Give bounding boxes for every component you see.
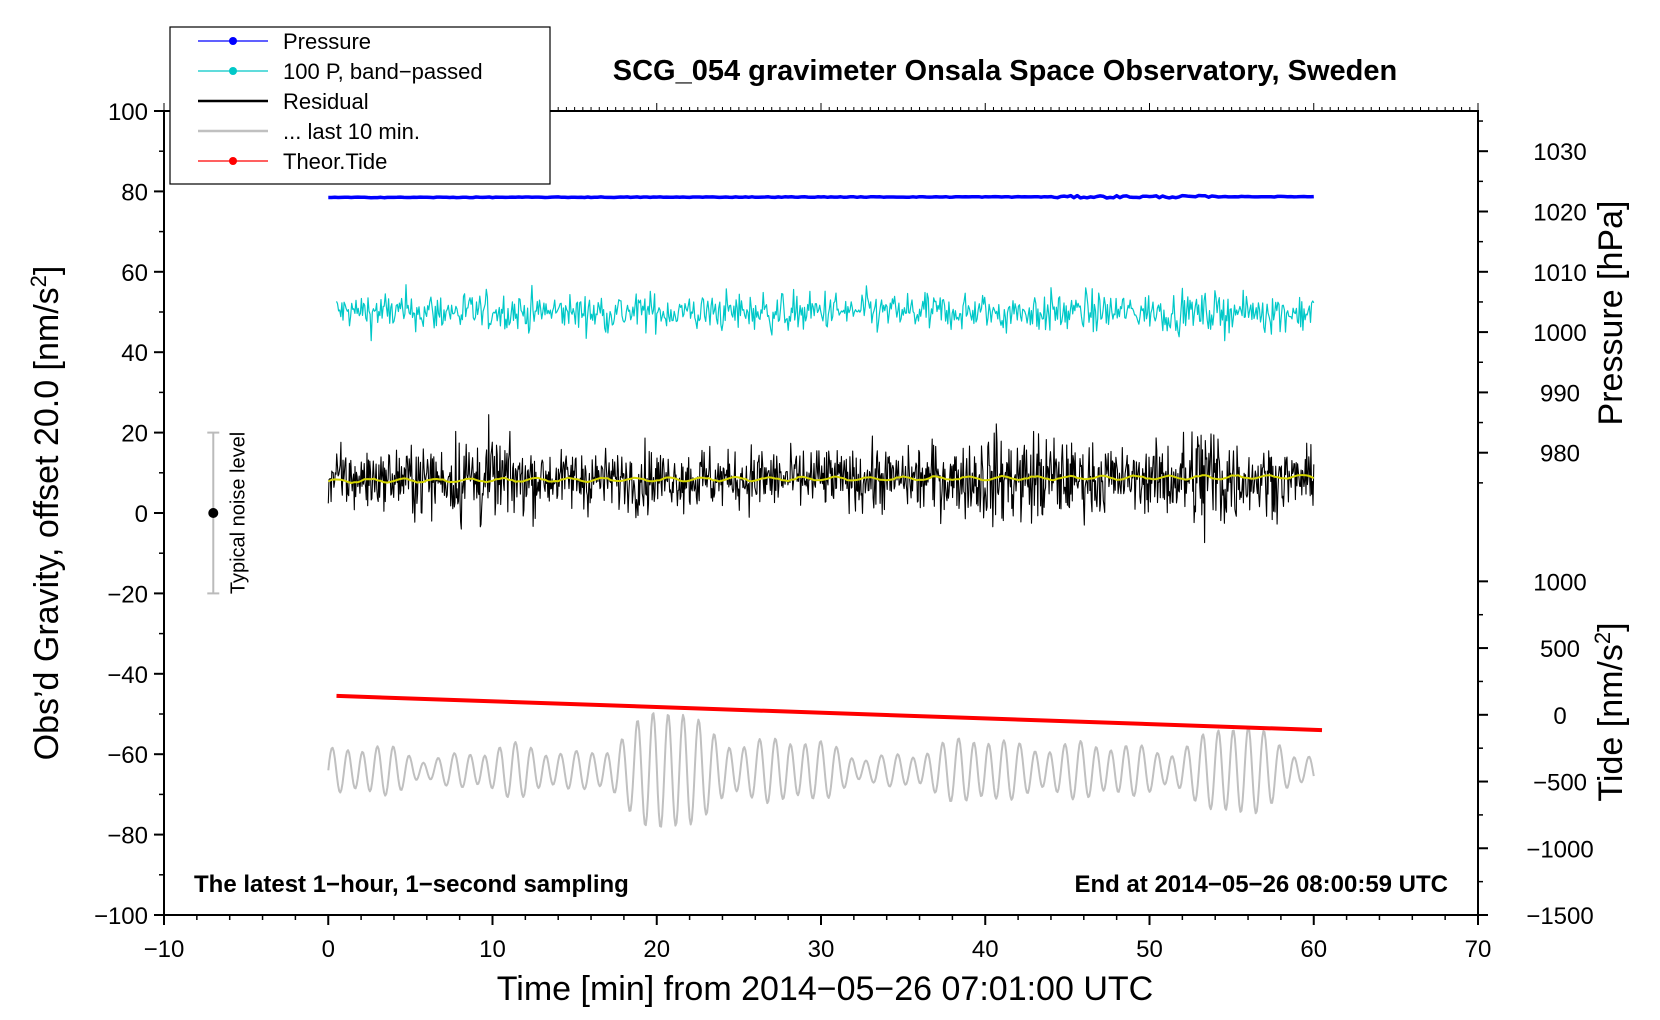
legend-entries: Pressure 100 P, band−passed Residual ... la…	[198, 29, 483, 174]
legend-entry: Pressure	[198, 29, 371, 54]
legend-entry: Theor.Tide	[198, 149, 387, 174]
x-tick-label: 60	[1300, 936, 1327, 963]
ticks-layer: −10 0 10 20 30 40 50 60 70−100−80−60−40−20020406…	[94, 99, 1594, 963]
noise-level-dot	[208, 508, 219, 518]
legend-swatch-marker	[229, 157, 237, 165]
y-axis-label-prefix: Obs’d Gravity, offset 20.0 [nm/s	[28, 287, 66, 760]
x-tick-label: 0	[322, 936, 335, 963]
x-tick-label: −10	[144, 936, 185, 963]
chart-title: SCG_054 gravimeter Onsala Space Observat…	[613, 55, 1397, 87]
series-band-passed-pressure	[335, 284, 1315, 342]
tide-tick-label: −1500	[1526, 903, 1593, 930]
series-pressure	[328, 193, 1314, 200]
x-tick-label: 70	[1465, 936, 1492, 963]
pressure-tick-label: 1010	[1533, 260, 1586, 287]
y-axis-label-sup: 2	[26, 275, 51, 287]
y-tick-label: 80	[121, 179, 148, 206]
tide-tick-label: −1000	[1526, 836, 1593, 863]
tide-tick-label: 1000	[1533, 569, 1586, 596]
tide-axis-label-suffix: ]	[1592, 622, 1630, 631]
y-tick-label: −20	[107, 581, 148, 608]
pressure-tick-label: 1030	[1533, 139, 1586, 166]
y-tick-label: −40	[107, 662, 148, 689]
pressure-tick-label: 990	[1540, 380, 1580, 407]
sampling-note: The latest 1−hour, 1−second sampling	[194, 871, 629, 898]
pressure-tick-label: 980	[1540, 441, 1580, 468]
tide-axis-label: Tide [nm/s2]	[1590, 622, 1631, 801]
tide-tick-label: 0	[1553, 703, 1566, 730]
y-tick-label: 60	[121, 260, 148, 287]
y-tick-label: 20	[121, 421, 148, 448]
tide-axis-label-prefix: Tide [nm/s	[1592, 644, 1630, 801]
x-tick-label: 40	[972, 936, 999, 963]
legend-label: Theor.Tide	[283, 149, 387, 174]
tide-tick-label: −500	[1533, 770, 1587, 797]
y-tick-label: −60	[107, 742, 148, 769]
x-tick-label: 10	[479, 936, 506, 963]
legend-entry: 100 P, band−passed	[198, 59, 483, 84]
legend-entry: Residual	[198, 89, 369, 114]
legend-swatch-marker	[229, 37, 237, 45]
series-residual-smoothed	[327, 474, 1315, 484]
x-tick-label: 20	[643, 936, 670, 963]
legend-entry: ... last 10 min.	[198, 119, 420, 144]
y-tick-label: 0	[135, 501, 148, 528]
noise-level-indicator: Typical noise level	[207, 431, 249, 595]
y-tick-label: −100	[94, 903, 148, 930]
x-axis-label: Time [min] from 2014−05−26 07:01:00 UTC	[497, 970, 1153, 1008]
x-tick-label: 30	[808, 936, 835, 963]
y-axis-label: Obs’d Gravity, offset 20.0 [nm/s2]	[26, 266, 67, 761]
series-layer	[327, 193, 1323, 828]
legend: Pressure 100 P, band−passed Residual ... la…	[169, 26, 551, 185]
series-last-10-min	[327, 712, 1315, 828]
legend-label: ... last 10 min.	[283, 119, 420, 144]
y-tick-label: 100	[108, 99, 148, 126]
x-tick-label: 50	[1136, 936, 1163, 963]
pressure-axis-label: Pressure [hPa]	[1592, 201, 1630, 426]
legend-label: Pressure	[283, 29, 371, 54]
y-axis-label-suffix: ]	[28, 266, 66, 275]
pressure-tick-label: 1000	[1533, 320, 1586, 347]
y-tick-label: 40	[121, 340, 148, 367]
noise-level-label: Typical noise level	[227, 432, 249, 594]
legend-label: 100 P, band−passed	[283, 59, 483, 84]
legend-swatch-marker	[229, 67, 237, 75]
pressure-tick-label: 1020	[1533, 200, 1586, 227]
tide-axis-label-sup: 2	[1590, 632, 1615, 644]
tide-tick-label: 500	[1540, 636, 1580, 663]
series-theor-tide	[336, 693, 1323, 733]
y-tick-label: −80	[107, 823, 148, 850]
end-time-note: End at 2014−05−26 08:00:59 UTC	[1074, 871, 1448, 898]
legend-label: Residual	[283, 89, 369, 114]
